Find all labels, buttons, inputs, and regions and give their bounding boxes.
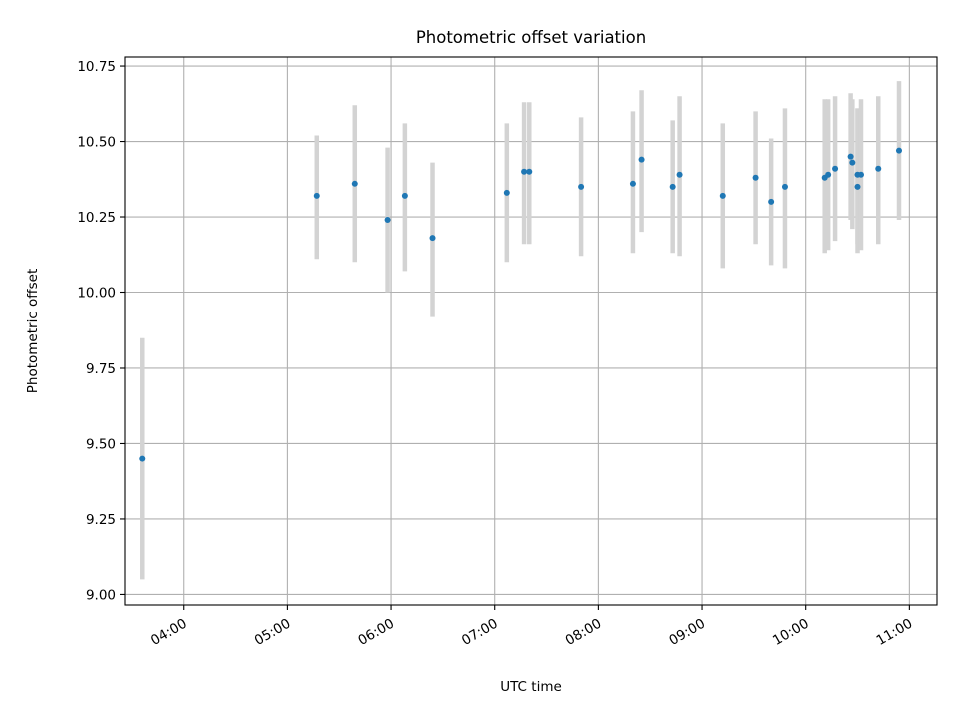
data-point [139,455,146,462]
data-point [849,159,856,166]
data-points [139,147,902,462]
y-tick-label: 10.75 [77,59,116,75]
data-point [857,171,864,178]
y-tick-label: 10.25 [77,210,116,226]
data-point [401,192,408,199]
y-axis-label: Photometric offset [25,269,41,393]
data-point [503,189,510,196]
data-point [429,235,436,242]
axis-ticks: 04:00 05:00 06:00 07:00 08:00 09:00 10:00 11:00… [77,59,915,649]
y-tick-label: 9.00 [86,587,116,603]
data-point [526,168,533,175]
data-point [719,192,726,199]
y-tick-label: 9.50 [86,436,116,452]
chart-title: Photometric offset variation [416,28,646,47]
data-point [351,180,358,187]
data-point [521,168,528,175]
y-tick-label: 9.25 [86,512,116,528]
data-point [669,183,676,190]
plot-area-frame [124,56,938,606]
data-point [752,174,759,181]
data-point [832,165,839,172]
data-point [768,198,775,205]
data-point [638,156,645,163]
data-point [854,183,861,190]
data-point [847,153,854,160]
y-tick-label: 9.75 [86,361,116,377]
data-point [578,183,585,190]
data-point [781,183,788,190]
data-point [384,217,391,224]
data-point [825,171,832,178]
data-point [676,171,683,178]
data-point [875,165,882,172]
y-tick-label: 10.50 [77,135,116,151]
x-axis-label: UTC time [500,679,562,695]
data-point [629,180,636,187]
data-point [895,147,902,154]
data-point [313,192,320,199]
y-tick-label: 10.00 [77,286,116,302]
